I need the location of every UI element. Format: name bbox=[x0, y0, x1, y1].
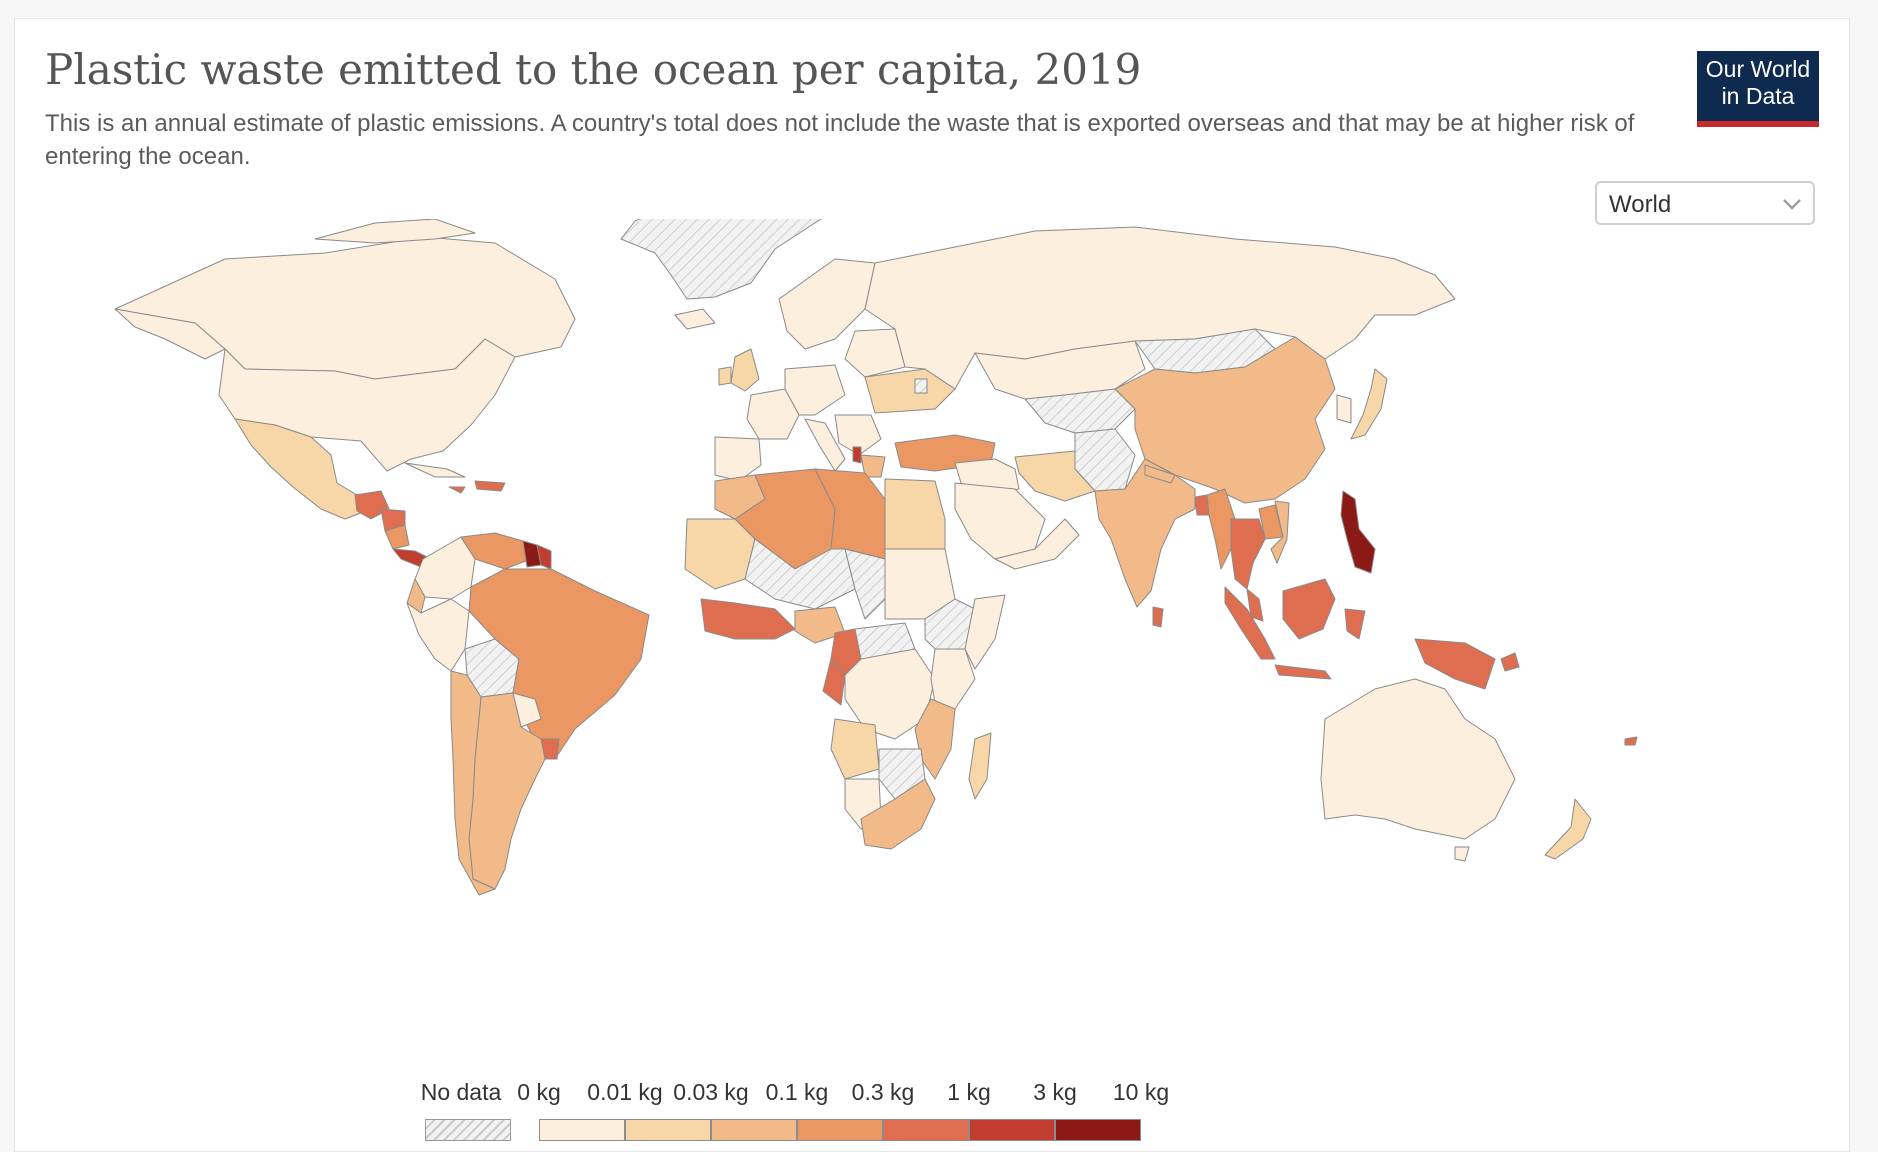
country-peru[interactable] bbox=[406, 598, 470, 672]
country-ukraine[interactable] bbox=[864, 368, 956, 414]
chart-title: Plastic waste emitted to the ocean per c… bbox=[45, 45, 1142, 94]
country-nicaragua[interactable] bbox=[384, 524, 410, 550]
legend-no-data-swatch[interactable] bbox=[425, 1119, 511, 1141]
chart-subtitle: This is an annual estimate of plastic em… bbox=[45, 110, 1635, 170]
map-legend: No data 0 kg 0.01 kg 0.03 kg 0.1 kg 0.3 … bbox=[15, 1079, 1851, 1149]
country-belarus-baltics[interactable] bbox=[844, 328, 906, 378]
legend-swatch-bin-4[interactable] bbox=[797, 1119, 883, 1141]
legend-tick-label: 10 kg bbox=[1112, 1079, 1170, 1105]
country-malaysia-peninsula[interactable] bbox=[1246, 588, 1264, 622]
country-guatemala[interactable] bbox=[354, 490, 390, 520]
country-thailand[interactable] bbox=[1230, 518, 1266, 590]
country-japan[interactable] bbox=[1350, 368, 1388, 440]
legend-no-data-label: No data bbox=[420, 1079, 502, 1105]
country-korea[interactable] bbox=[1336, 394, 1352, 424]
country-chile[interactable] bbox=[450, 670, 496, 896]
country-moldova[interactable] bbox=[914, 378, 928, 394]
country-albania[interactable] bbox=[852, 446, 862, 464]
world-map bbox=[114, 219, 1638, 896]
country-madagascar[interactable] bbox=[968, 732, 992, 800]
country-india[interactable] bbox=[1094, 458, 1196, 608]
country-java[interactable] bbox=[1274, 664, 1332, 680]
country-somalia[interactable] bbox=[964, 594, 1006, 670]
legend-tick-label: 3 kg bbox=[1033, 1079, 1077, 1105]
country-iberia[interactable] bbox=[714, 436, 762, 482]
country-angola[interactable] bbox=[830, 718, 880, 780]
country-fiji[interactable] bbox=[1624, 736, 1638, 746]
country-colombia[interactable] bbox=[414, 536, 476, 600]
country-balkans[interactable] bbox=[834, 414, 882, 456]
country-borneo[interactable] bbox=[1282, 578, 1336, 640]
country-greenland[interactable] bbox=[620, 219, 827, 300]
country-yemen-oman[interactable] bbox=[994, 518, 1080, 570]
country-germany-central[interactable] bbox=[784, 364, 846, 416]
country-egypt[interactable] bbox=[884, 478, 946, 550]
legend-tick-label: 0 kg bbox=[517, 1079, 561, 1105]
legend-swatch-bin-3[interactable] bbox=[711, 1119, 797, 1141]
country-west-africa-coast[interactable] bbox=[700, 598, 796, 640]
logo-line-1: Our World bbox=[1705, 56, 1811, 82]
country-sri-lanka[interactable] bbox=[1152, 606, 1164, 628]
legend-tick-label: 1 kg bbox=[947, 1079, 991, 1105]
country-australia[interactable] bbox=[1320, 678, 1516, 840]
country-brazil[interactable] bbox=[468, 568, 650, 760]
owid-logo[interactable]: Our World in Data bbox=[1697, 51, 1819, 127]
country-south-africa[interactable] bbox=[860, 778, 936, 850]
legend-swatch-bin-1[interactable] bbox=[539, 1119, 625, 1141]
country-new-zealand[interactable] bbox=[1544, 798, 1592, 860]
logo-line-2: in Data bbox=[1721, 83, 1795, 109]
country-philippines[interactable] bbox=[1340, 490, 1376, 574]
country-scandinavia[interactable] bbox=[778, 258, 876, 350]
legend-tick-label: 0.01 kg bbox=[587, 1079, 663, 1105]
country-western-sahara-mauritania[interactable] bbox=[684, 518, 756, 590]
legend-swatch-bin-6[interactable] bbox=[969, 1119, 1055, 1141]
country-central-asia[interactable] bbox=[1024, 388, 1136, 434]
country-jamaica[interactable] bbox=[448, 486, 466, 494]
region-dropdown[interactable]: World bbox=[1595, 181, 1815, 225]
country-vietnam[interactable] bbox=[1270, 500, 1290, 564]
country-zambia-mozambique[interactable] bbox=[914, 698, 956, 780]
chevron-down-icon bbox=[1783, 199, 1801, 210]
country-kenya-tanzania[interactable] bbox=[930, 648, 976, 710]
country-drc[interactable] bbox=[844, 648, 936, 740]
country-cuba[interactable] bbox=[404, 462, 466, 478]
legend-swatch-bin-5[interactable] bbox=[883, 1119, 969, 1141]
country-iran[interactable] bbox=[1014, 450, 1096, 502]
legend-swatch-bin-2[interactable] bbox=[625, 1119, 711, 1141]
legend-swatch-bin-7[interactable] bbox=[1055, 1119, 1141, 1141]
legend-tick-label: 0.03 kg bbox=[673, 1079, 749, 1105]
country-nigeria[interactable] bbox=[794, 606, 846, 644]
country-iceland[interactable] bbox=[674, 308, 716, 330]
country-greece[interactable] bbox=[860, 454, 886, 478]
country-italy[interactable] bbox=[804, 418, 846, 472]
country-chad[interactable] bbox=[844, 548, 886, 620]
region-dropdown-value: World bbox=[1609, 191, 1672, 218]
country-gabon-congo[interactable] bbox=[822, 658, 846, 706]
country-sulawesi[interactable] bbox=[1344, 608, 1366, 640]
country-canada-islands[interactable] bbox=[314, 219, 476, 244]
country-png-islands[interactable] bbox=[1500, 652, 1520, 672]
country-haiti-dr[interactable] bbox=[474, 480, 506, 492]
country-saudi-arabia[interactable] bbox=[954, 482, 1046, 560]
country-myanmar[interactable] bbox=[1206, 488, 1236, 570]
country-ireland[interactable] bbox=[718, 366, 732, 386]
country-nepal[interactable] bbox=[1144, 464, 1176, 484]
country-papua[interactable] bbox=[1414, 638, 1496, 690]
country-sumatra[interactable] bbox=[1224, 586, 1276, 660]
country-alaska[interactable] bbox=[114, 308, 226, 360]
chart-card: Plastic waste emitted to the ocean per c… bbox=[14, 18, 1850, 1152]
country-uk[interactable] bbox=[730, 348, 760, 392]
country-tasmania[interactable] bbox=[1454, 846, 1470, 862]
country-kazakhstan[interactable] bbox=[974, 340, 1146, 400]
legend-tick-label: 0.3 kg bbox=[851, 1079, 915, 1105]
legend-tick-label: 0.1 kg bbox=[765, 1079, 829, 1105]
